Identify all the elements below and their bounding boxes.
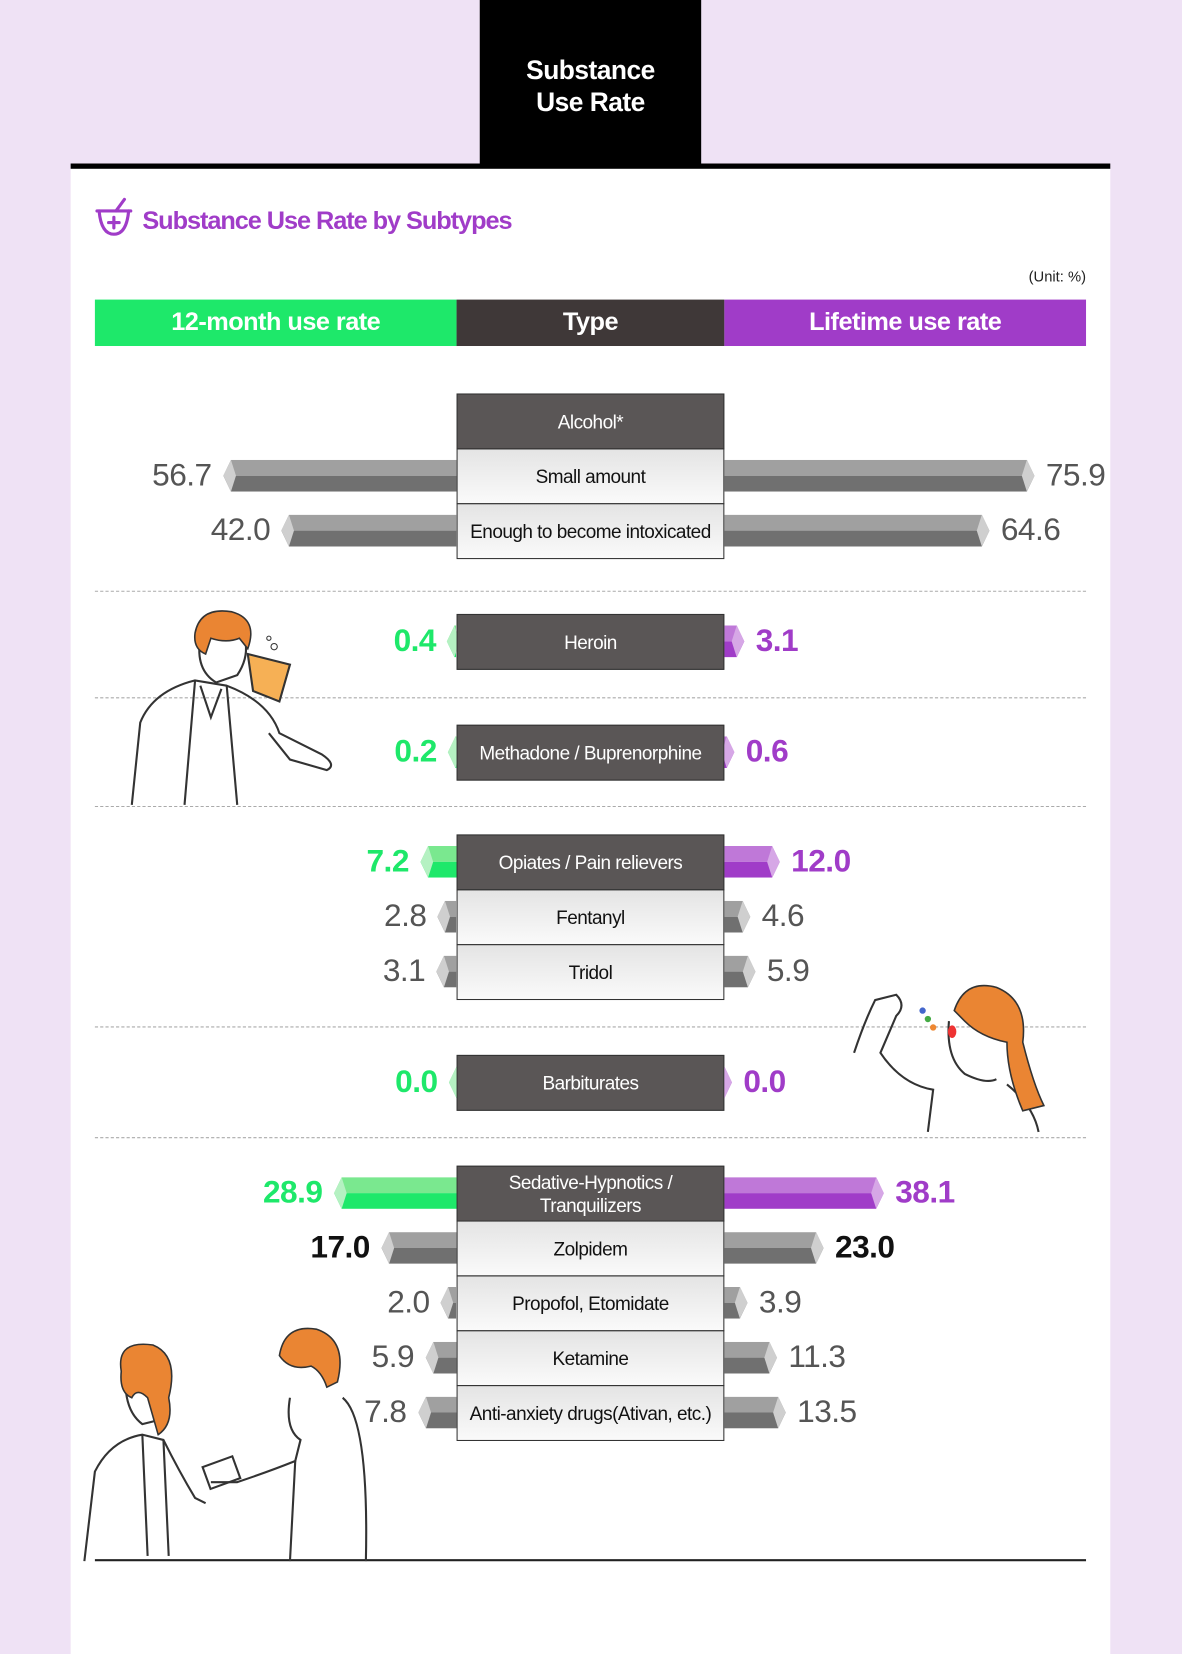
lifetime-value: 12.0 [791, 843, 851, 879]
twelve-month-value: 0.4 [393, 623, 437, 659]
twelve-month-bar [447, 625, 457, 658]
twelve-month-bar [448, 736, 457, 768]
category-label: Barbiturates [542, 1072, 639, 1094]
subtype-cell: Anti-anxiety drugs(Ativan, etc.) [456, 1385, 725, 1441]
subtype-cell: Small amount [456, 448, 725, 505]
twelve-month-bar [281, 514, 457, 547]
lifetime-value: 0.6 [745, 734, 789, 770]
category-cell: Heroin [456, 613, 725, 670]
subtype-label: Anti-anxiety drugs(Ativan, etc.) [469, 1402, 712, 1424]
category-label: Heroin [564, 631, 617, 653]
subtype-label: Enough to become intoxicated [470, 520, 711, 542]
twelve-month-value: 0.0 [395, 1064, 438, 1100]
twelve-month-value: 2.8 [384, 898, 427, 934]
lifetime-value: 5.9 [766, 953, 810, 989]
dashed-separator [94, 1137, 1087, 1139]
lifetime-value: 3.1 [755, 623, 799, 659]
lifetime-value: 4.6 [761, 898, 805, 934]
lifetime-bar [724, 1286, 748, 1319]
category-label: Alcohol* [557, 410, 624, 432]
dashed-separator [94, 697, 1087, 699]
twelve-month-bar [381, 1232, 457, 1264]
woman-taking-pills-illustration [853, 984, 1046, 1133]
subtype-label: Zolpidem [553, 1237, 628, 1260]
twelve-month-value: 3.1 [382, 953, 426, 989]
lifetime-value: 11.3 [788, 1339, 846, 1375]
lifetime-value: 23.0 [835, 1230, 895, 1265]
twelve-month-value: 0.2 [394, 734, 437, 770]
subtype-label: Tridol [568, 961, 613, 983]
header-lifetime: Lifetime use rate [724, 299, 1087, 347]
category-label: Sedative-Hypnotics / Tranquilizers [508, 1171, 673, 1216]
page-title: Substance Use Rate [526, 55, 655, 117]
twelve-month-value: 56.7 [152, 457, 212, 493]
lifetime-bar [724, 900, 751, 933]
subtype-label: Ketamine [552, 1347, 629, 1369]
subtype-cell: Ketamine [456, 1330, 725, 1387]
header-type: Type [456, 299, 725, 347]
twelve-month-bar [436, 955, 457, 988]
twelve-month-bar [448, 1066, 457, 1099]
category-cell: Methadone / Buprenorphine [456, 724, 725, 781]
lifetime-value: 0.0 [743, 1064, 786, 1100]
mortar-pestle-icon [95, 197, 133, 236]
subtype-label: Fentanyl [556, 906, 625, 928]
subtype-cell: Zolpidem [456, 1220, 725, 1277]
lifetime-bar [724, 625, 745, 658]
subtype-label: Propofol, Etomidate [512, 1292, 669, 1314]
lifetime-bar [724, 846, 780, 878]
twelve-month-value: 28.9 [262, 1175, 323, 1210]
lifetime-value: 3.9 [758, 1284, 802, 1320]
lifetime-bar [724, 955, 756, 988]
doctor-consultation-illustration [83, 1327, 368, 1562]
subtype-cell: Enough to become intoxicated [456, 503, 725, 560]
lifetime-value: 13.5 [797, 1394, 857, 1430]
subtype-cell: Tridol [456, 944, 725, 1001]
dashed-separator [94, 1026, 1087, 1028]
twelve-month-bar [420, 846, 457, 878]
twelve-month-bar [417, 1396, 457, 1429]
twelve-month-bar [437, 900, 457, 933]
lifetime-bar [724, 514, 990, 547]
lifetime-bar [724, 459, 1035, 492]
lifetime-bar [724, 736, 735, 768]
unit-label: (Unit: %) [1028, 267, 1087, 285]
twelve-month-value: 42.0 [210, 512, 271, 548]
lifetime-bar [724, 1177, 884, 1209]
twelve-month-value: 7.8 [364, 1394, 407, 1430]
section-title: Substance Use Rate by Subtypes [142, 206, 512, 236]
subtype-cell: Propofol, Etomidate [456, 1275, 725, 1332]
twelve-month-bar [222, 459, 457, 492]
subtype-cell: Fentanyl [456, 889, 725, 946]
lifetime-bar [724, 1396, 786, 1429]
lifetime-bar [724, 1232, 824, 1264]
category-cell: Sedative-Hypnotics / Tranquilizers [456, 1165, 725, 1222]
bottom-divider [94, 1559, 1087, 1562]
category-label: Methadone / Buprenorphine [479, 742, 702, 764]
subtype-label: Small amount [535, 465, 646, 487]
category-cell: Barbiturates [456, 1054, 725, 1111]
page-title-tab: Substance Use Rate [479, 0, 702, 166]
man-drinking-illustration [130, 610, 333, 805]
lifetime-value: 38.1 [895, 1175, 955, 1210]
twelve-month-value: 17.0 [310, 1230, 370, 1265]
header-12-month: 12-month use rate [94, 299, 457, 347]
divider [70, 163, 1111, 169]
twelve-month-bar [425, 1341, 457, 1374]
category-label: Opiates / Pain relievers [498, 851, 683, 873]
twelve-month-bar [440, 1286, 457, 1319]
twelve-month-bar [333, 1177, 457, 1209]
dashed-separator [94, 590, 1087, 592]
category-cell: Alcohol* [456, 393, 725, 450]
twelve-month-value: 5.9 [371, 1339, 415, 1375]
lifetime-bar [724, 1341, 778, 1374]
lifetime-value: 64.6 [1000, 512, 1061, 548]
twelve-month-value: 7.2 [366, 843, 409, 879]
lifetime-bar [724, 1066, 732, 1099]
lifetime-value: 75.9 [1045, 457, 1106, 493]
category-cell: Opiates / Pain relievers [456, 834, 725, 891]
twelve-month-value: 2.0 [387, 1284, 430, 1320]
dashed-separator [94, 805, 1087, 807]
